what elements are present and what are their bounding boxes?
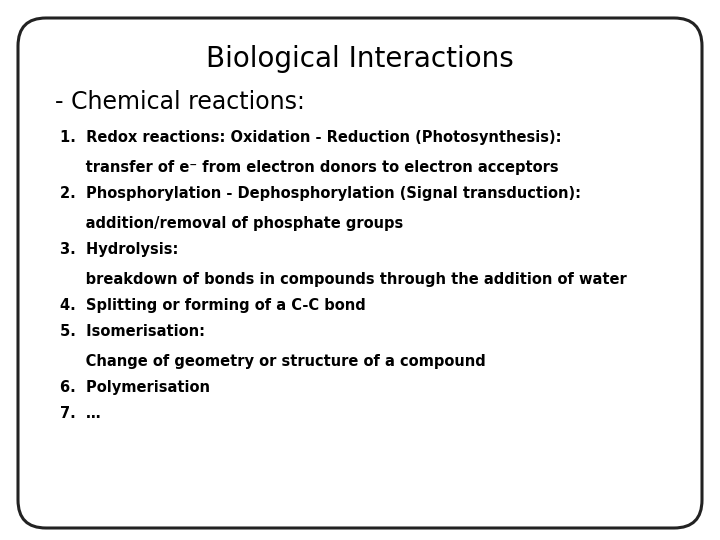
Text: 2.  Phosphorylation - Dephosphorylation (Signal transduction):: 2. Phosphorylation - Dephosphorylation (…	[60, 186, 581, 201]
Text: 4.  Splitting or forming of a C-C bond: 4. Splitting or forming of a C-C bond	[60, 298, 366, 313]
Text: Change of geometry or structure of a compound: Change of geometry or structure of a com…	[60, 354, 486, 369]
FancyBboxPatch shape	[18, 18, 702, 528]
Text: transfer of e⁻ from electron donors to electron acceptors: transfer of e⁻ from electron donors to e…	[60, 160, 559, 175]
Text: 6.  Polymerisation: 6. Polymerisation	[60, 380, 210, 395]
Text: 5.  Isomerisation:: 5. Isomerisation:	[60, 324, 205, 339]
Text: breakdown of bonds in compounds through the addition of water: breakdown of bonds in compounds through …	[60, 272, 626, 287]
Text: 3.  Hydrolysis:: 3. Hydrolysis:	[60, 242, 179, 257]
Text: Biological Interactions: Biological Interactions	[206, 45, 514, 73]
Text: addition/removal of phosphate groups: addition/removal of phosphate groups	[60, 216, 403, 231]
Text: 1.  Redox reactions: Oxidation - Reduction (Photosynthesis):: 1. Redox reactions: Oxidation - Reductio…	[60, 130, 562, 145]
Text: - Chemical reactions:: - Chemical reactions:	[55, 90, 305, 114]
Text: 7.  …: 7. …	[60, 406, 101, 421]
